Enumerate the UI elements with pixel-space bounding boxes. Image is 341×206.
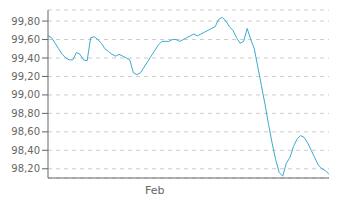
svg-text:99,80: 99,80 [11, 16, 40, 27]
svg-text:98,40: 98,40 [11, 145, 40, 156]
svg-text:99,00: 99,00 [11, 89, 40, 100]
svg-text:99,20: 99,20 [11, 71, 40, 82]
svg-text:98,20: 98,20 [11, 163, 40, 174]
svg-text:Feb: Feb [145, 184, 164, 197]
svg-text:98,80: 98,80 [11, 108, 40, 119]
svg-text:98,60: 98,60 [11, 126, 40, 137]
svg-text:99,60: 99,60 [11, 34, 40, 45]
svg-text:99,40: 99,40 [11, 53, 40, 64]
